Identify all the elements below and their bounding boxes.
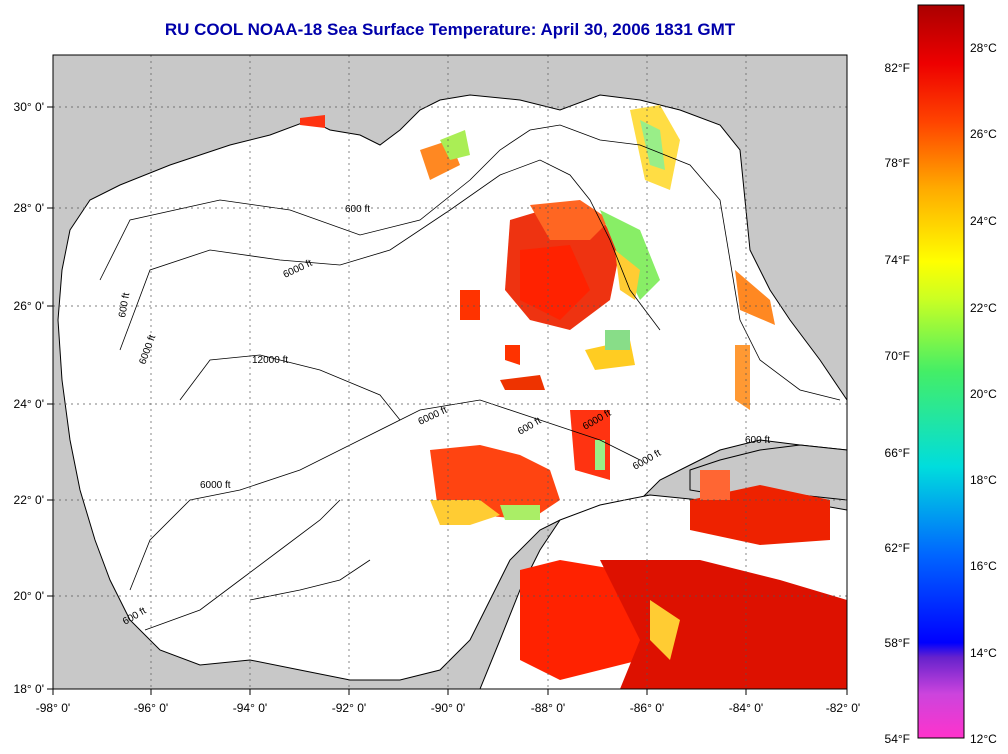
plot-frame [52,54,848,690]
fahrenheit-label: 82°F [885,61,910,75]
x-tick-label: -90° 0' [431,701,465,715]
colorbar-fahrenheit-labels: 82°F 78°F 74°F 70°F 66°F 62°F 58°F 54°F [885,61,910,746]
x-tick-label: -98° 0' [36,701,70,715]
sst-data [300,105,847,689]
fahrenheit-label: 62°F [885,541,910,555]
colorbar-celsius-labels: 28°C 26°C 24°C 22°C 20°C 18°C 16°C 14°C … [970,41,997,746]
fahrenheit-label: 70°F [885,349,910,363]
celsius-label: 20°C [970,387,997,401]
y-tick-label: 22° 0' [14,493,44,507]
contour-label: 600 ft [745,435,770,446]
y-tick-label: 28° 0' [14,201,44,215]
axis-ticks [47,106,848,695]
y-tick-label: 26° 0' [14,299,44,313]
fahrenheit-label: 54°F [885,732,910,746]
y-tick-label: 20° 0' [14,589,44,603]
y-tick-label: 24° 0' [14,397,44,411]
x-tick-label: -92° 0' [332,701,366,715]
x-tick-label: -94° 0' [233,701,267,715]
contour-label: 600 ft [117,292,132,319]
celsius-label: 12°C [970,732,997,746]
y-tick-label: 30° 0' [14,100,44,114]
celsius-label: 24°C [970,214,997,228]
x-tick-label: -88° 0' [531,701,565,715]
colorbar [917,4,965,739]
fahrenheit-label: 58°F [885,636,910,650]
contour-label: 6000 ft [200,480,231,491]
celsius-label: 14°C [970,646,997,660]
x-tick-label: -96° 0' [134,701,168,715]
x-axis-labels: -98° 0' -96° 0' -94° 0' -92° 0' -90° 0' … [36,701,860,715]
celsius-label: 26°C [970,127,997,141]
grid-lines [53,55,847,689]
contour-label: 12000 ft [252,355,288,366]
celsius-label: 18°C [970,473,997,487]
celsius-label: 22°C [970,301,997,315]
y-axis-labels: 30° 0' 28° 0' 26° 0' 24° 0' 22° 0' 20° 0… [14,100,44,696]
x-tick-label: -86° 0' [630,701,664,715]
x-tick-label: -84° 0' [729,701,763,715]
fahrenheit-label: 78°F [885,156,910,170]
bathymetry-contours [99,124,841,631]
contour-label: 600 ft [345,204,370,215]
y-tick-label: 18° 0' [14,682,44,696]
fahrenheit-label: 66°F [885,446,910,460]
x-tick-label: -82° 0' [826,701,860,715]
map-title: RU COOL NOAA-18 Sea Surface Temperature:… [164,20,736,39]
celsius-label: 16°C [970,559,997,573]
celsius-label: 28°C [970,41,997,55]
fahrenheit-label: 74°F [885,253,910,267]
